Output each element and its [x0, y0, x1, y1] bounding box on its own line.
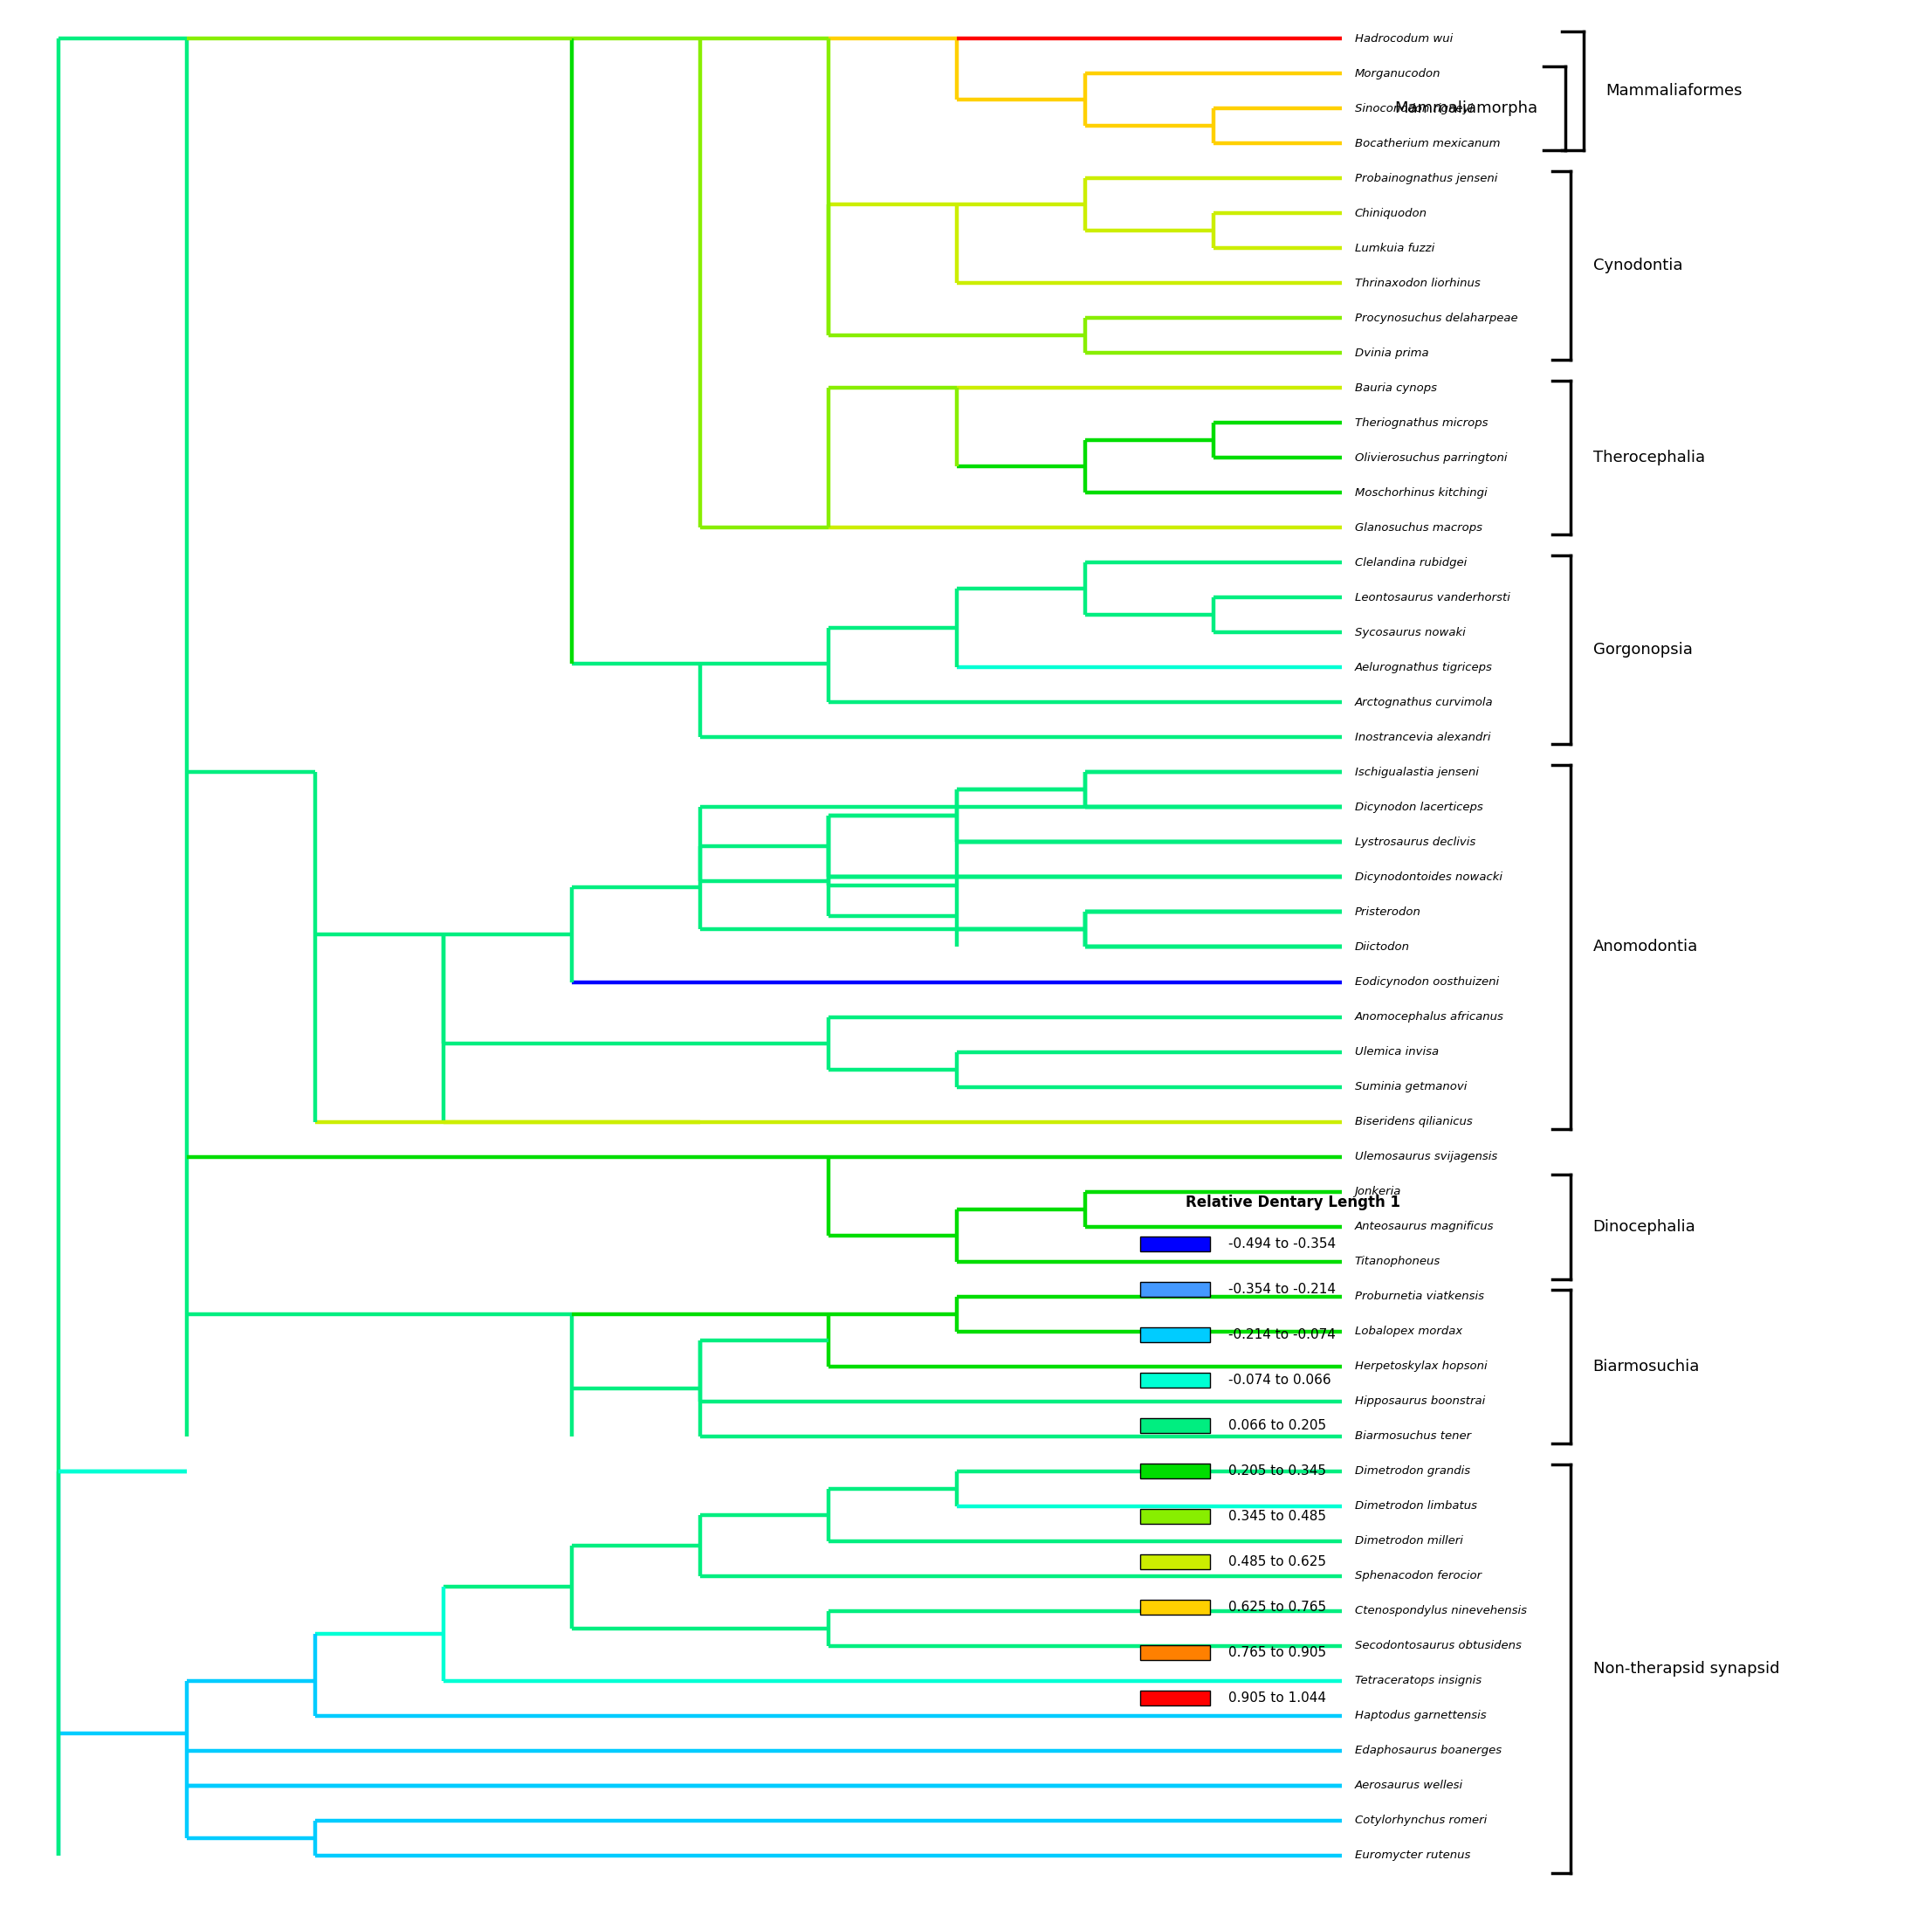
Text: Euromycter rutenus: Euromycter rutenus: [1354, 1850, 1470, 1861]
Text: Non-therapsid synapsid: Non-therapsid synapsid: [1592, 1661, 1779, 1676]
Text: Olivierosuchus parringtoni: Olivierosuchus parringtoni: [1354, 451, 1507, 463]
Text: 0.765 to 0.905: 0.765 to 0.905: [1229, 1645, 1325, 1659]
FancyBboxPatch shape: [1140, 1464, 1209, 1480]
Text: -0.214 to -0.074: -0.214 to -0.074: [1229, 1329, 1335, 1341]
Text: Herpetoskylax hopsoni: Herpetoskylax hopsoni: [1354, 1360, 1488, 1372]
Text: Eodicynodon oosthuizeni: Eodicynodon oosthuizeni: [1354, 976, 1499, 988]
Text: Relative Dentary Length 1: Relative Dentary Length 1: [1186, 1194, 1401, 1209]
Text: Sinoconodon rigneyi: Sinoconodon rigneyi: [1354, 102, 1472, 114]
Text: Dinocephalia: Dinocephalia: [1592, 1219, 1696, 1235]
Text: Dimetrodon grandis: Dimetrodon grandis: [1354, 1466, 1470, 1478]
Text: Ulemica invisa: Ulemica invisa: [1354, 1046, 1439, 1057]
Text: Ctenospondylus ninevehensis: Ctenospondylus ninevehensis: [1354, 1605, 1526, 1617]
Text: Lystrosaurus declivis: Lystrosaurus declivis: [1354, 837, 1476, 849]
Text: Biseridens qilianicus: Biseridens qilianicus: [1354, 1117, 1472, 1127]
FancyBboxPatch shape: [1140, 1327, 1209, 1343]
Text: Procynosuchus delaharpeae: Procynosuchus delaharpeae: [1354, 312, 1517, 324]
FancyBboxPatch shape: [1140, 1555, 1209, 1570]
Text: 0.485 to 0.625: 0.485 to 0.625: [1229, 1555, 1325, 1568]
FancyBboxPatch shape: [1140, 1373, 1209, 1387]
Text: Inostrancevia alexandri: Inostrancevia alexandri: [1354, 731, 1490, 743]
Text: Cotylorhynchus romeri: Cotylorhynchus romeri: [1354, 1815, 1486, 1827]
Text: Lumkuia fuzzi: Lumkuia fuzzi: [1354, 243, 1434, 255]
Text: Pristerodon: Pristerodon: [1354, 907, 1420, 918]
Text: Thrinaxodon liorhinus: Thrinaxodon liorhinus: [1354, 278, 1480, 289]
Text: Theriognathus microps: Theriognathus microps: [1354, 417, 1488, 428]
FancyBboxPatch shape: [1140, 1418, 1209, 1433]
Text: Anteosaurus magnificus: Anteosaurus magnificus: [1354, 1221, 1493, 1233]
Text: -0.354 to -0.214: -0.354 to -0.214: [1229, 1283, 1335, 1296]
Text: Morganucodon: Morganucodon: [1354, 68, 1441, 79]
Text: Ischigualastia jenseni: Ischigualastia jenseni: [1354, 766, 1478, 777]
Text: Arctognathus curvimola: Arctognathus curvimola: [1354, 696, 1493, 708]
Text: Moschorhinus kitchingi: Moschorhinus kitchingi: [1354, 488, 1488, 498]
FancyBboxPatch shape: [1140, 1236, 1209, 1252]
Text: Anomocephalus africanus: Anomocephalus africanus: [1354, 1011, 1503, 1022]
Text: Aelurognathus tigriceps: Aelurognathus tigriceps: [1354, 662, 1492, 673]
Text: -0.074 to 0.066: -0.074 to 0.066: [1229, 1373, 1331, 1387]
Text: Sphenacodon ferocior: Sphenacodon ferocior: [1354, 1570, 1482, 1582]
FancyBboxPatch shape: [1140, 1645, 1209, 1661]
Text: Mammaliamorpha: Mammaliamorpha: [1395, 100, 1538, 116]
Text: Glanosuchus macrops: Glanosuchus macrops: [1354, 523, 1482, 534]
Text: Chiniquodon: Chiniquodon: [1354, 208, 1428, 220]
Text: Dvinia prima: Dvinia prima: [1354, 347, 1428, 359]
Text: Mammaliaformes: Mammaliaformes: [1605, 83, 1743, 98]
Text: Gorgonopsia: Gorgonopsia: [1592, 642, 1692, 658]
Text: Haptodus garnettensis: Haptodus garnettensis: [1354, 1709, 1486, 1721]
Text: Dimetrodon milleri: Dimetrodon milleri: [1354, 1535, 1463, 1547]
Text: Lobalopex mordax: Lobalopex mordax: [1354, 1325, 1463, 1337]
Text: Edaphosaurus boanerges: Edaphosaurus boanerges: [1354, 1746, 1501, 1755]
Text: 0.345 to 0.485: 0.345 to 0.485: [1229, 1510, 1325, 1524]
Text: Aerosaurus wellesi: Aerosaurus wellesi: [1354, 1780, 1463, 1792]
Text: Biarmosuchia: Biarmosuchia: [1592, 1358, 1700, 1373]
Text: -0.494 to -0.354: -0.494 to -0.354: [1229, 1238, 1335, 1250]
Text: Hadrocodum wui: Hadrocodum wui: [1354, 33, 1453, 44]
Text: Diictodon: Diictodon: [1354, 941, 1410, 953]
FancyBboxPatch shape: [1140, 1690, 1209, 1705]
Text: Ulemosaurus svijagensis: Ulemosaurus svijagensis: [1354, 1152, 1497, 1163]
Text: Hipposaurus boonstrai: Hipposaurus boonstrai: [1354, 1395, 1486, 1406]
Text: 0.205 to 0.345: 0.205 to 0.345: [1229, 1464, 1325, 1478]
Text: Clelandina rubidgei: Clelandina rubidgei: [1354, 557, 1466, 569]
Text: Proburnetia viatkensis: Proburnetia viatkensis: [1354, 1291, 1484, 1302]
Text: 0.066 to 0.205: 0.066 to 0.205: [1229, 1420, 1325, 1431]
FancyBboxPatch shape: [1140, 1283, 1209, 1296]
Text: Suminia getmanovi: Suminia getmanovi: [1354, 1080, 1466, 1092]
Text: Dimetrodon limbatus: Dimetrodon limbatus: [1354, 1501, 1476, 1512]
Text: Jonkeria: Jonkeria: [1354, 1186, 1401, 1198]
Text: Secodontosaurus obtusidens: Secodontosaurus obtusidens: [1354, 1640, 1520, 1651]
Text: Dicynodon lacerticeps: Dicynodon lacerticeps: [1354, 802, 1482, 812]
Text: 0.625 to 0.765: 0.625 to 0.765: [1229, 1601, 1325, 1615]
FancyBboxPatch shape: [1140, 1599, 1209, 1615]
Text: Tetraceratops insignis: Tetraceratops insignis: [1354, 1674, 1482, 1686]
Text: Bocatherium mexicanum: Bocatherium mexicanum: [1354, 137, 1499, 149]
Text: Probainognathus jenseni: Probainognathus jenseni: [1354, 174, 1497, 183]
Text: Leontosaurus vanderhorsti: Leontosaurus vanderhorsti: [1354, 592, 1511, 604]
Text: Sycosaurus nowaki: Sycosaurus nowaki: [1354, 627, 1464, 638]
Text: Cynodontia: Cynodontia: [1592, 258, 1683, 274]
Text: 0.905 to 1.044: 0.905 to 1.044: [1229, 1692, 1325, 1705]
Text: Anomodontia: Anomodontia: [1592, 939, 1698, 955]
Text: Biarmosuchus tener: Biarmosuchus tener: [1354, 1431, 1470, 1441]
Text: Dicynodontoides nowacki: Dicynodontoides nowacki: [1354, 872, 1503, 883]
FancyBboxPatch shape: [1140, 1508, 1209, 1524]
Text: Bauria cynops: Bauria cynops: [1354, 382, 1437, 394]
Text: Therocephalia: Therocephalia: [1592, 449, 1704, 465]
Text: Titanophoneus: Titanophoneus: [1354, 1256, 1441, 1267]
